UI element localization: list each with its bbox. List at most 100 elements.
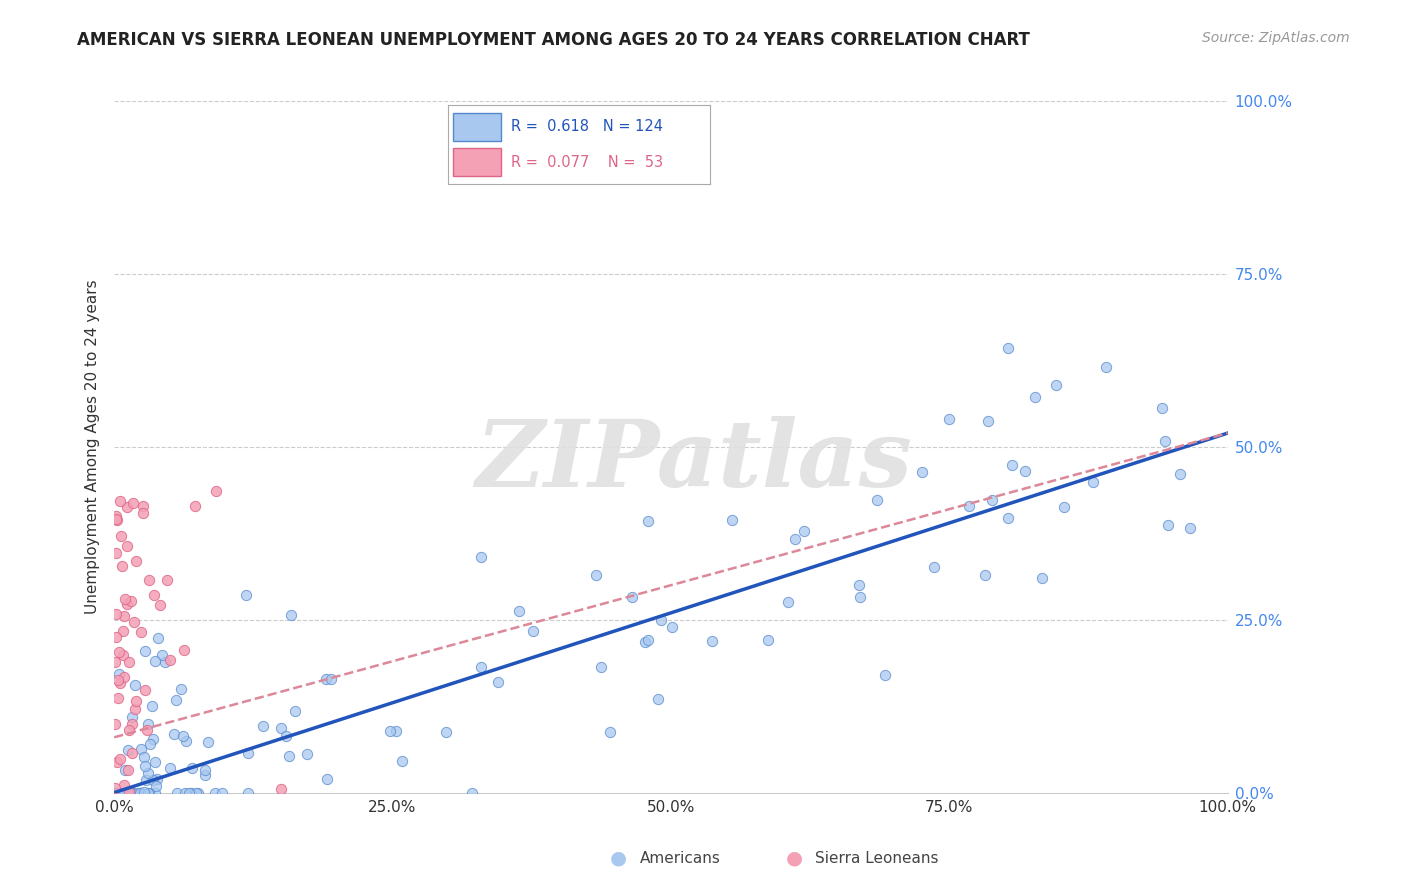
Point	[1001, 458, 1024, 472]
Point	[142, 731, 165, 746]
Point	[132, 749, 155, 764]
Point	[973, 568, 995, 582]
Point	[236, 746, 259, 760]
Point	[134, 643, 156, 657]
Point	[315, 772, 337, 786]
Point	[284, 704, 307, 718]
Point	[205, 483, 228, 498]
Point	[124, 554, 146, 568]
Point	[145, 779, 167, 793]
Point	[118, 786, 141, 800]
Point	[112, 778, 135, 792]
Point	[114, 592, 136, 607]
Point	[793, 524, 815, 538]
Point	[911, 465, 934, 479]
Point	[146, 772, 169, 786]
Point	[118, 655, 141, 669]
Point	[105, 631, 128, 645]
Point	[131, 625, 153, 640]
Point	[166, 786, 188, 800]
Point	[184, 786, 207, 800]
Text: ●: ●	[610, 848, 627, 868]
Text: ZIPatlas: ZIPatlas	[475, 416, 911, 506]
Point	[117, 764, 139, 778]
Point	[173, 642, 195, 657]
Point	[111, 624, 134, 638]
Point	[180, 786, 202, 800]
Point	[104, 607, 127, 621]
Point	[125, 694, 148, 708]
Point	[159, 760, 181, 774]
Text: Americans: Americans	[640, 851, 721, 865]
Point	[1045, 377, 1067, 392]
Point	[957, 499, 980, 513]
Point	[117, 785, 139, 799]
Point	[391, 755, 413, 769]
Point	[104, 717, 127, 731]
Point	[122, 615, 145, 630]
Point	[107, 513, 129, 527]
Point	[280, 607, 302, 622]
Point	[134, 682, 156, 697]
Point	[295, 747, 318, 761]
Point	[977, 414, 1000, 428]
Point	[252, 718, 274, 732]
Text: Source: ZipAtlas.com: Source: ZipAtlas.com	[1202, 31, 1350, 45]
Text: ●: ●	[786, 848, 803, 868]
Point	[110, 529, 132, 543]
Point	[108, 645, 131, 659]
Point	[107, 667, 129, 681]
Point	[721, 513, 744, 527]
Point	[865, 493, 887, 508]
Point	[143, 588, 166, 602]
Point	[134, 759, 156, 773]
Point	[114, 764, 136, 778]
Point	[117, 743, 139, 757]
Point	[124, 702, 146, 716]
Point	[785, 532, 807, 546]
Point	[1168, 467, 1191, 482]
Point	[235, 588, 257, 602]
Point	[108, 676, 131, 690]
Point	[136, 716, 159, 731]
Point	[120, 594, 142, 608]
Point	[107, 786, 129, 800]
Point	[111, 786, 134, 800]
Point	[148, 631, 170, 645]
Point	[129, 786, 152, 800]
Point	[204, 786, 226, 800]
Point	[163, 727, 186, 741]
Point	[319, 672, 342, 686]
Point	[938, 412, 960, 426]
Point	[150, 648, 173, 663]
Point	[138, 786, 160, 800]
Point	[104, 786, 127, 800]
Point	[634, 635, 657, 649]
Point	[211, 786, 233, 800]
Point	[169, 681, 191, 696]
Point	[187, 786, 209, 800]
Point	[1095, 359, 1118, 374]
Point	[121, 709, 143, 723]
Point	[107, 691, 129, 706]
Point	[121, 786, 143, 800]
Point	[848, 578, 870, 592]
Point	[107, 673, 129, 687]
Point	[194, 763, 217, 777]
Point	[661, 620, 683, 634]
Point	[278, 748, 301, 763]
Point	[848, 590, 870, 604]
Point	[159, 653, 181, 667]
Point	[1157, 517, 1180, 532]
Point	[620, 590, 643, 604]
Point	[1083, 475, 1105, 489]
Point	[486, 675, 509, 690]
Point	[139, 737, 162, 751]
Text: AMERICAN VS SIERRA LEONEAN UNEMPLOYMENT AMONG AGES 20 TO 24 YEARS CORRELATION CH: AMERICAN VS SIERRA LEONEAN UNEMPLOYMENT …	[77, 31, 1031, 49]
Point	[981, 493, 1004, 508]
Point	[174, 734, 197, 748]
Point	[385, 724, 408, 739]
Point	[922, 560, 945, 574]
Point	[104, 780, 127, 795]
Point	[138, 573, 160, 587]
